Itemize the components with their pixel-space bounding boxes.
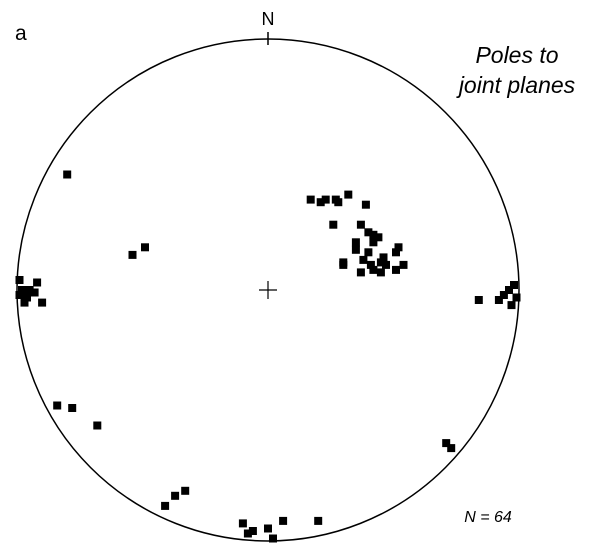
pole-point [512,293,521,302]
pole-point [30,288,39,297]
pole-point [38,298,47,307]
pole-point [248,527,257,535]
pole-point [366,260,375,269]
pole-point [23,293,31,302]
pole-point [18,286,26,294]
pole-point [53,401,62,410]
pole-point [279,516,288,525]
pole-point [364,228,373,237]
pole-point [316,198,325,207]
title-line-1: Poles to [475,42,558,68]
pole-point [344,190,353,199]
pole-point [507,301,516,310]
pole-point [379,253,388,262]
pole-point [264,524,272,533]
pole-point [392,248,400,257]
pole-point [243,529,252,538]
pole-point [15,276,24,284]
poles-group [15,170,521,543]
pole-point [171,491,180,500]
pole-point [68,404,77,412]
pole-point [33,278,42,287]
center-cross [259,281,277,299]
pole-point [369,265,378,274]
pole-point [331,195,340,204]
pole-point [376,268,385,277]
north-label: N [262,9,275,29]
pole-point [369,230,378,239]
pole-point [93,421,102,430]
pole-point [321,195,330,204]
pole-point [442,439,451,448]
pole-point [447,444,456,453]
title-line-2: joint planes [456,72,576,98]
pole-point [359,255,368,264]
pole-point [374,233,383,242]
pole-point [141,243,149,252]
pole-point [351,245,360,254]
pole-point [63,170,72,179]
pole-point [499,291,508,299]
pole-point [351,238,360,247]
panel-label: a [15,22,27,45]
pole-point [382,260,390,269]
pole-point [392,265,400,274]
pole-point [356,220,365,229]
pole-point [329,220,338,229]
pole-point [369,238,378,247]
pole-point [474,296,483,304]
pole-point [376,258,385,267]
pole-point [494,296,503,304]
pole-point [15,291,24,299]
pole-point [306,195,315,204]
pole-point [20,298,29,307]
pole-point [238,519,247,528]
pole-point [356,268,365,277]
pole-point [25,286,34,294]
pole-point [339,258,348,267]
pole-point [510,281,518,289]
pole-point [394,243,403,252]
count-label: N = 64 [464,509,512,526]
pole-point [128,250,137,259]
pole-point [361,200,370,209]
pole-point [399,260,408,269]
pole-point [161,501,170,510]
pole-point [364,248,373,257]
pole-point [505,286,513,294]
pole-point [314,516,323,525]
pole-point [269,534,277,543]
pole-point [181,486,190,495]
